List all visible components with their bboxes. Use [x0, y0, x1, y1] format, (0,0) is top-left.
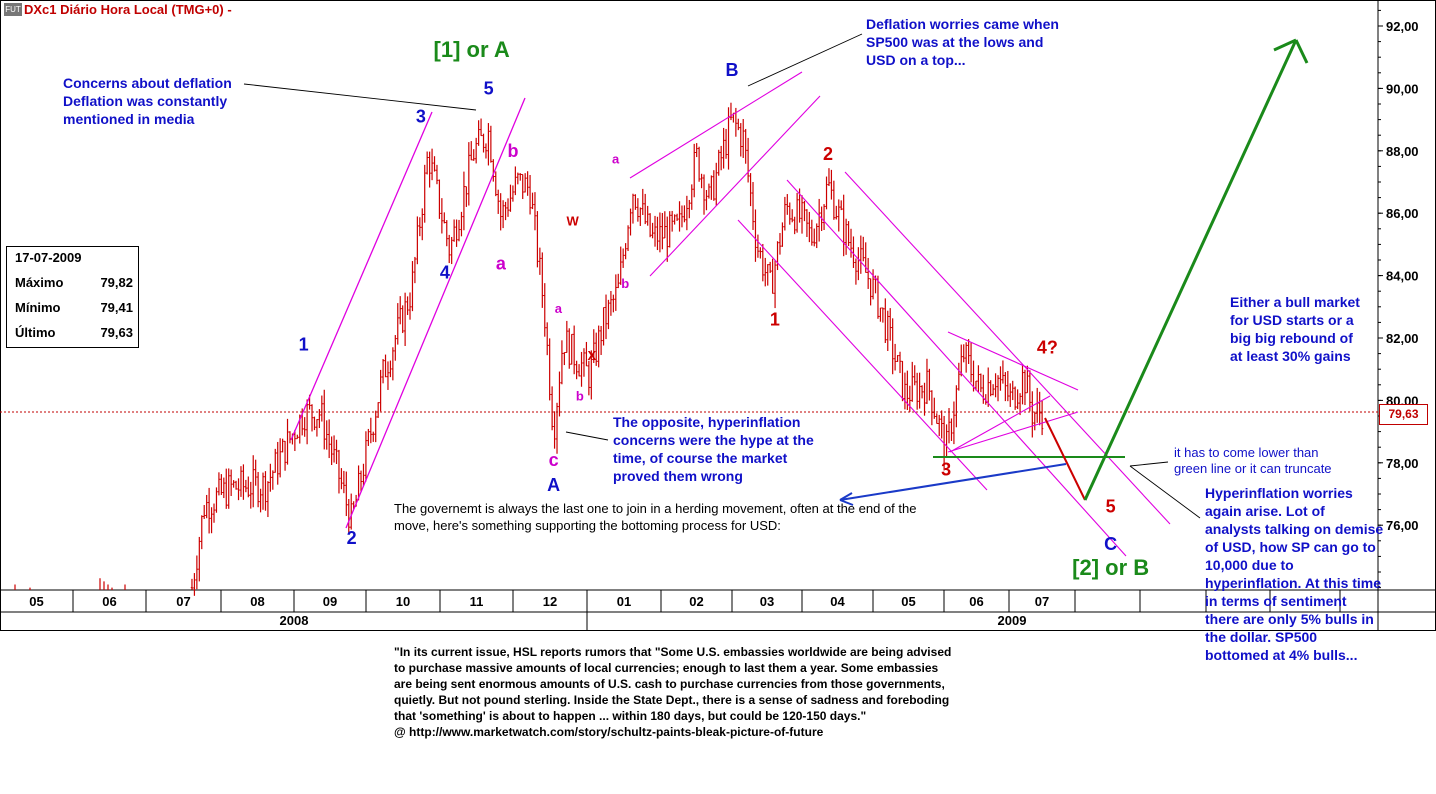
channel-line	[786, 179, 1127, 557]
info-row-last: Último 79,63	[15, 325, 133, 340]
x-tick-label: 02	[689, 594, 703, 609]
channel-line	[947, 331, 1079, 391]
chart-title[interactable]: DXc1 Diário Hora Local (TMG+0) -	[24, 2, 232, 17]
wave-label: [1] or A	[434, 37, 510, 62]
x-tick-label: 06	[102, 594, 116, 609]
y-tick-label: 76,00	[1386, 518, 1419, 533]
wave-label: 4?	[1037, 338, 1058, 358]
y-tick-label: 92,00	[1386, 19, 1419, 34]
note-deflation-worries: Deflation worries came when SP500 was at…	[866, 16, 1059, 68]
x-tick-label: 07	[1035, 594, 1049, 609]
channel-line	[844, 171, 1171, 525]
leader-line	[747, 33, 863, 87]
channel-line	[949, 395, 1051, 453]
wave-label: 2	[823, 144, 833, 164]
x-tick-label: 09	[323, 594, 337, 609]
y-tick-label: 78,00	[1386, 456, 1419, 471]
y-tick-label: 84,00	[1386, 269, 1419, 284]
x-tick-label: 10	[396, 594, 410, 609]
channel-line	[737, 219, 988, 491]
government-arrowhead	[839, 492, 853, 501]
x-tick-label: 05	[901, 594, 915, 609]
note-bull-market: Either a bull market for USD starts or a…	[1230, 294, 1360, 364]
channel-line	[947, 411, 1079, 453]
year-label: 2009	[998, 613, 1027, 628]
wave-label: W	[567, 214, 580, 229]
wave-label: X	[587, 348, 596, 363]
projection-arrowhead	[1294, 39, 1309, 64]
x-tick-label: 06	[969, 594, 983, 609]
projected-wave-4-5	[1044, 417, 1086, 501]
channel-line	[629, 71, 803, 179]
wave-label: [2] or B	[1072, 555, 1149, 580]
channel-line	[345, 97, 526, 529]
wave-label: b	[508, 141, 519, 161]
quote-source-link[interactable]: @ http://www.marketwatch.com/story/schul…	[394, 725, 824, 739]
wave-label: 3	[941, 459, 951, 479]
wave-label: b	[576, 388, 584, 403]
x-tick-label: 01	[617, 594, 631, 609]
wave-label: 4	[440, 263, 450, 283]
wave-label: c	[549, 450, 559, 470]
x-tick-label: 07	[176, 594, 190, 609]
wave-label: 5	[484, 79, 494, 99]
x-tick-label: 12	[543, 594, 557, 609]
wave-label: C	[1104, 534, 1117, 554]
futures-icon: FUT	[4, 3, 22, 16]
projection-arrowhead	[1273, 38, 1297, 52]
wave-label: b	[621, 276, 629, 291]
info-row-max: Máximo 79,82	[15, 275, 133, 290]
channel-line	[290, 111, 433, 441]
government-arrow	[839, 463, 1067, 501]
x-tick-label: 11	[470, 594, 484, 609]
government-arrowhead	[839, 499, 854, 506]
note-government: The governemt is always the last one to …	[394, 501, 917, 533]
wave-label: B	[726, 60, 739, 80]
leader-line	[1129, 461, 1169, 467]
title-menu-dash: -	[227, 2, 232, 17]
x-tick-label: 05	[29, 594, 43, 609]
wave-label: 5	[1106, 497, 1116, 517]
wave-label: a	[555, 301, 563, 316]
note-hyperinflation-again: Hyperinflation worries again arise. Lot …	[1205, 485, 1384, 663]
note-green-line: it has to come lower than green line or …	[1174, 445, 1332, 476]
wave-label: A	[547, 475, 560, 495]
note-deflation-concerns: Concerns about deflation Deflation was c…	[63, 75, 232, 127]
info-date-row: 17-07-2009	[15, 250, 133, 270]
x-tick-label: 03	[760, 594, 774, 609]
x-tick-label: 08	[250, 594, 264, 609]
y-tick-label: 86,00	[1386, 206, 1419, 221]
wave-label: 3	[416, 107, 426, 127]
leader-line	[565, 431, 609, 441]
projection-arrow-up	[1083, 39, 1298, 501]
marketwatch-quote: "In its current issue, HSL reports rumor…	[394, 645, 952, 739]
last-price-tag: 79,63	[1379, 404, 1428, 425]
x-tick-label: 04	[830, 594, 845, 609]
y-tick-label: 82,00	[1386, 331, 1419, 346]
note-hyperinflation-opposite: The opposite, hyperinflation concerns we…	[613, 414, 814, 484]
year-label: 2008	[280, 613, 309, 628]
ohlc-info-box: 17-07-2009 Máximo 79,82 Mínimo 79,41 Últim…	[6, 246, 139, 348]
channel-line	[649, 95, 821, 277]
leader-line	[243, 83, 477, 111]
y-tick-label: 88,00	[1386, 144, 1419, 159]
y-tick-label: 90,00	[1386, 81, 1419, 96]
wave-label: 1	[299, 334, 309, 354]
chart-overlays	[0, 33, 1378, 557]
info-date: 17-07-2009	[15, 250, 82, 265]
wave-label: 2	[347, 528, 357, 548]
wave-label: 1	[770, 310, 780, 330]
info-row-min: Mínimo 79,41	[15, 300, 133, 315]
leader-line	[1129, 465, 1201, 519]
wave-label: a	[496, 253, 507, 273]
wave-label: a	[612, 151, 620, 166]
wave-labels: 1 2 3 4 5 b a Wa Xb cAa b B 1 2 3 4? 5 C [1] or A [2] or B	[299, 37, 1150, 580]
